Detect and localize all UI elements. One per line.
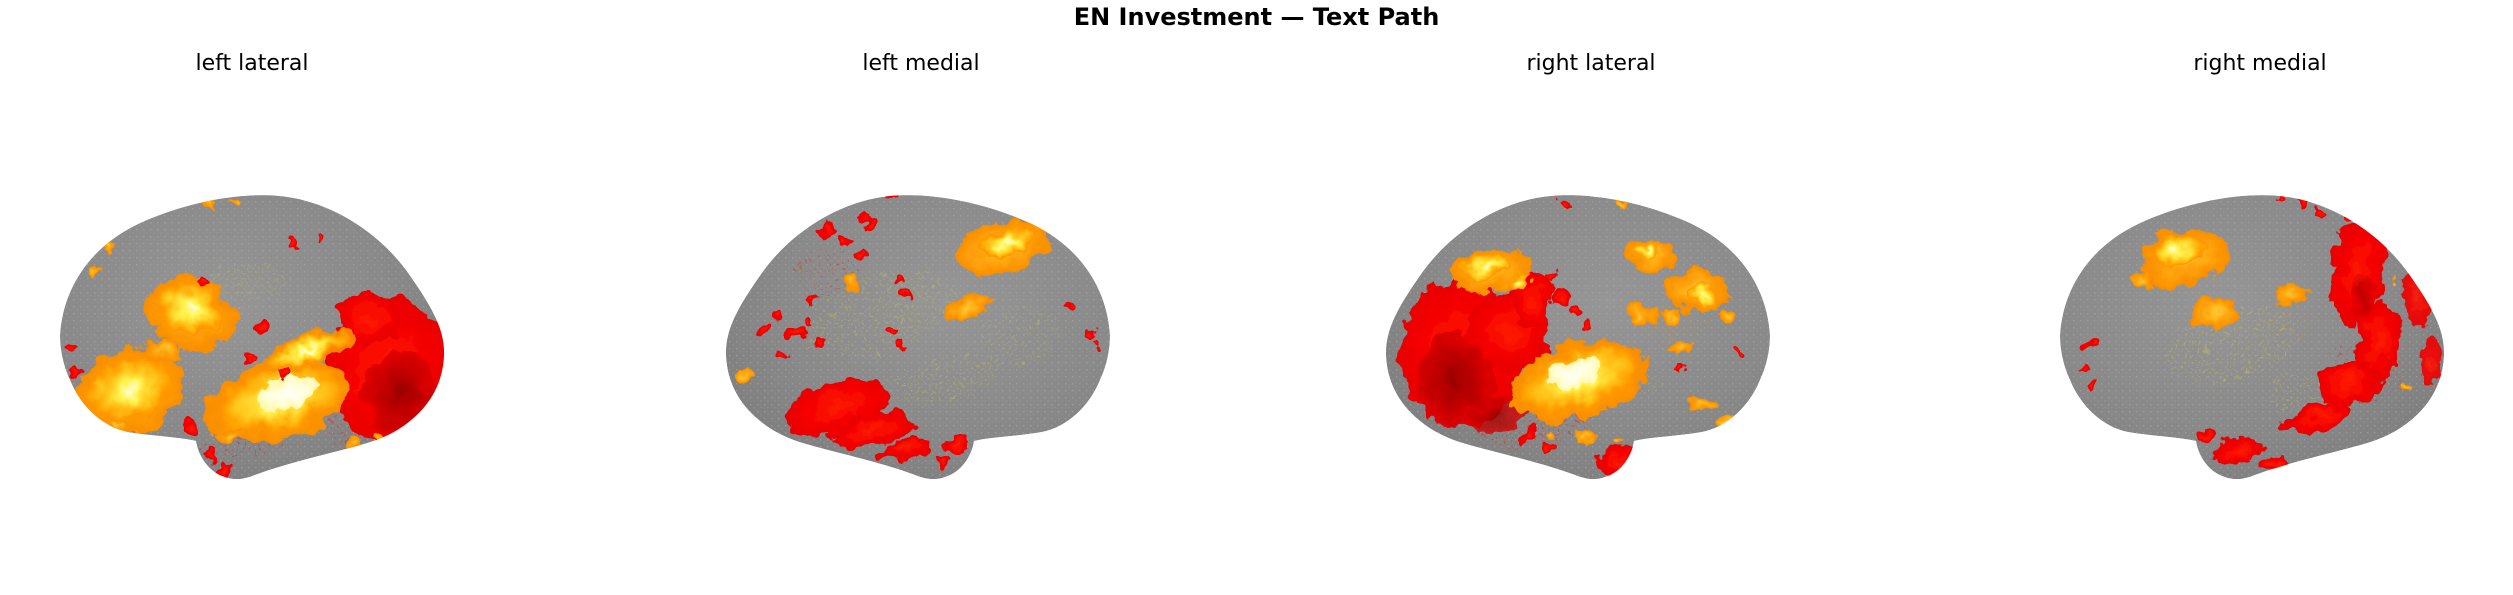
brain-left-medial (725, 195, 1110, 480)
activation-blobs (65, 195, 445, 478)
panel-label-left-medial: left medial (862, 51, 980, 76)
brain-left-lateral (60, 195, 445, 480)
brain-right-medial (2060, 195, 2445, 480)
brain-right-lateral (1385, 195, 1770, 480)
activation-blobs (1399, 195, 1740, 477)
panel-label-right-medial: right medial (2193, 51, 2327, 76)
figure-title: EN Investment — Text Path (1073, 3, 1440, 31)
panel-label-left-lateral: left lateral (195, 51, 309, 76)
panel-label-right-lateral: right lateral (1526, 51, 1656, 76)
activation-blobs (735, 195, 1101, 472)
